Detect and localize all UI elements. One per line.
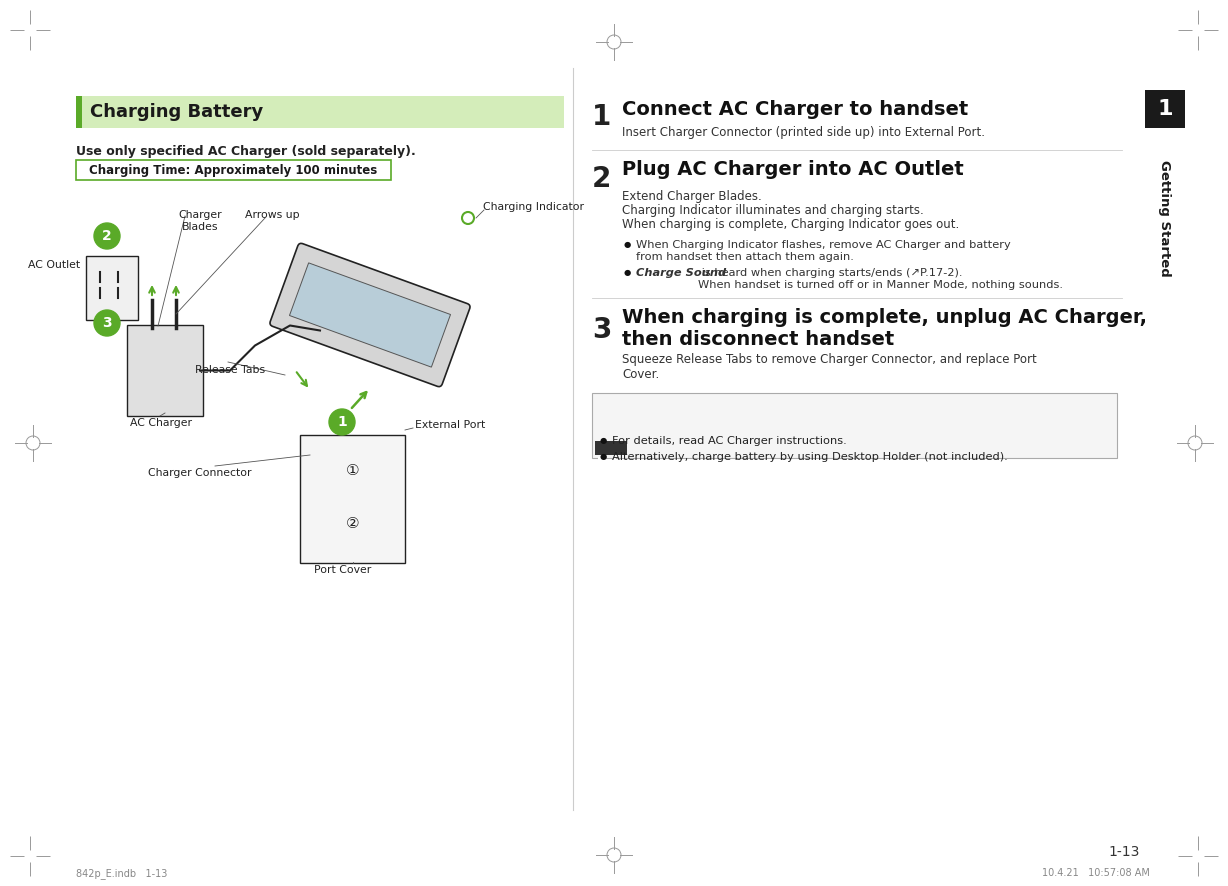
Text: Squeeze Release Tabs to remove Charger Connector, and replace Port
Cover.: Squeeze Release Tabs to remove Charger C… [623,353,1036,381]
Text: For details, read AC Charger instructions.: For details, read AC Charger instruction… [612,436,847,446]
Text: ●: ● [600,452,608,461]
Text: ①: ① [346,462,360,478]
Text: AC Outlet: AC Outlet [28,260,80,270]
Text: When charging is complete, Charging Indicator goes out.: When charging is complete, Charging Indi… [623,218,959,231]
Bar [76,96,564,128]
Text: Charger
Blades: Charger Blades [178,210,222,232]
Text: Port Cover: Port Cover [314,565,371,575]
Circle shape [95,223,120,249]
Text: ●: ● [600,436,608,445]
Text: Charger Connector: Charger Connector [149,468,252,478]
Bar [300,435,405,563]
Text: 1: 1 [1157,99,1173,119]
Text: Charging Indicator illuminates and charging starts.: Charging Indicator illuminates and charg… [623,204,923,217]
Text: 3: 3 [102,316,112,330]
FancyBboxPatch shape [270,244,470,386]
Text: ②: ② [346,516,360,531]
Bar [592,393,1117,458]
Text: Arrows up: Arrows up [244,210,300,220]
Text: Insert Charger Connector (printed side up) into External Port.: Insert Charger Connector (printed side u… [623,126,985,139]
FancyBboxPatch shape [290,263,451,367]
Bar [1144,90,1185,128]
Text: When charging is complete, unplug AC Charger,
then disconnect handset: When charging is complete, unplug AC Cha… [623,308,1147,349]
Text: 1-13: 1-13 [1109,845,1140,859]
Circle shape [329,409,355,435]
Text: Getting Started: Getting Started [1158,159,1172,276]
Bar [596,441,628,455]
Text: 1: 1 [338,415,346,429]
Text: External Port: External Port [415,420,485,430]
Text: Release Tabs: Release Tabs [195,365,265,375]
Circle shape [95,310,120,336]
Text: AC Charger: AC Charger [130,418,192,428]
Bar [76,96,82,128]
Text: 10.4.21   10:57:08 AM: 10.4.21 10:57:08 AM [1043,868,1149,878]
Text: Charge Sound: Charge Sound [636,268,726,278]
Text: 842p_E.indb   1-13: 842p_E.indb 1-13 [76,868,167,879]
FancyBboxPatch shape [86,256,138,320]
Text: Connect AC Charger to handset: Connect AC Charger to handset [623,100,968,119]
Text: Extend Charger Blades.: Extend Charger Blades. [623,190,761,203]
Text: Charging Time: Approximately 100 minutes: Charging Time: Approximately 100 minutes [90,164,378,176]
Text: 2: 2 [102,229,112,243]
Text: is heard when charging starts/ends (↗P.17-2).
When handset is turned off or in M: is heard when charging starts/ends (↗P.1… [698,268,1063,290]
Text: Note: Note [597,457,625,467]
Text: When Charging Indicator flashes, remove AC Charger and battery
from handset then: When Charging Indicator flashes, remove … [636,240,1011,261]
Text: ●: ● [624,240,631,249]
Text: Charging Battery: Charging Battery [90,103,263,121]
Text: Use only specified AC Charger (sold separately).: Use only specified AC Charger (sold sepa… [76,145,416,158]
Text: Alternatively, charge battery by using Desktop Holder (not included).: Alternatively, charge battery by using D… [612,452,1008,462]
Text: Plug AC Charger into AC Outlet: Plug AC Charger into AC Outlet [623,160,964,179]
Text: 1: 1 [592,103,612,131]
Text: 3: 3 [592,316,612,344]
Text: Charging Indicator: Charging Indicator [483,202,585,212]
Bar [76,160,391,180]
FancyBboxPatch shape [126,325,203,416]
Text: 2: 2 [592,165,612,193]
Text: ●: ● [624,268,631,277]
